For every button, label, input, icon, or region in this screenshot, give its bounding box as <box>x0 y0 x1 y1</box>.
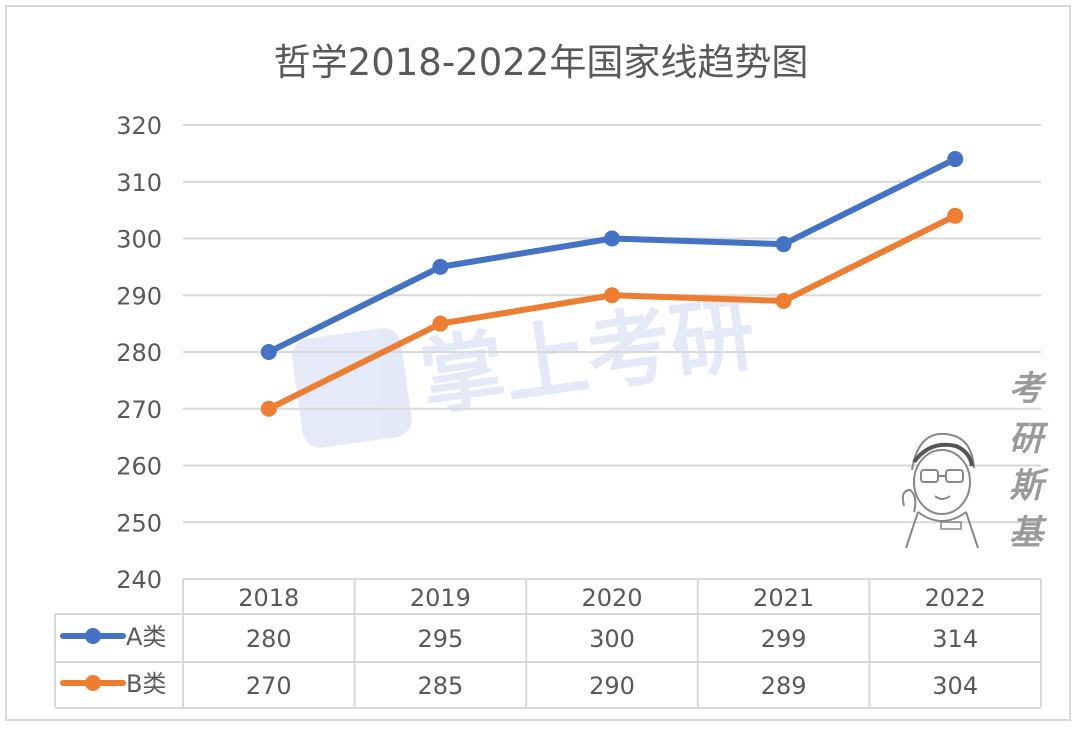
y-tick-label: 260 <box>116 453 162 481</box>
data-label: 295 <box>417 625 463 653</box>
data-label: 299 <box>761 625 807 653</box>
data-point <box>260 344 277 360</box>
data-label: 304 <box>932 672 978 700</box>
signature-char: 研 <box>1009 419 1049 459</box>
x-tick-label: 2022 <box>925 584 986 612</box>
data-point <box>260 400 277 417</box>
signature: 考 研 斯 基 <box>901 369 1050 553</box>
legend-label: B类 <box>126 670 166 698</box>
data-point <box>604 287 620 304</box>
data-label: 270 <box>246 672 292 700</box>
y-tick-label: 240 <box>116 566 162 594</box>
watermark-text: 掌上考研 <box>414 284 760 428</box>
y-tick-label: 310 <box>116 169 162 197</box>
data-label: 314 <box>932 625 978 653</box>
data-point <box>947 151 964 168</box>
watermark-logo-icon <box>292 328 412 448</box>
y-tick-label: 300 <box>116 226 162 254</box>
y-axis-ticks: 240 250 260 270 280 290 300 310 320 <box>116 112 162 594</box>
data-point <box>947 207 964 224</box>
data-table: 2018 2019 2020 2021 2022 A类 280 295 300 299 314 B类 2… <box>54 578 1042 709</box>
data-label: 290 <box>589 672 635 700</box>
cartoon-boy-icon <box>901 432 979 549</box>
series-layer <box>260 151 964 417</box>
x-tick-label: 2018 <box>238 584 299 612</box>
data-point <box>775 236 792 253</box>
legend-marker-icon <box>85 628 101 644</box>
legend-label: A类 <box>126 623 166 651</box>
x-tick-label: 2019 <box>410 584 471 612</box>
data-point <box>432 315 449 332</box>
data-label: 300 <box>589 625 635 653</box>
gridlines <box>183 124 1041 580</box>
legend-marker-icon <box>85 675 101 691</box>
x-tick-label: 2020 <box>581 584 642 612</box>
signature-char: 斯 <box>1009 466 1050 506</box>
chart-title: 哲学2018-2022年国家线趋势图 <box>274 41 809 84</box>
data-label: 289 <box>761 672 807 700</box>
data-point <box>775 292 792 309</box>
y-tick-label: 290 <box>116 282 162 310</box>
data-label: 280 <box>246 625 292 653</box>
x-tick-label: 2021 <box>753 584 814 612</box>
data-point <box>604 230 620 247</box>
signature-char: 基 <box>1009 513 1047 553</box>
data-label: 285 <box>417 672 463 700</box>
y-tick-label: 320 <box>116 112 162 140</box>
data-point <box>432 258 449 275</box>
y-tick-label: 280 <box>116 339 162 367</box>
signature-char: 考 <box>1009 369 1047 409</box>
y-tick-label: 270 <box>116 396 162 424</box>
y-tick-label: 250 <box>116 509 162 537</box>
